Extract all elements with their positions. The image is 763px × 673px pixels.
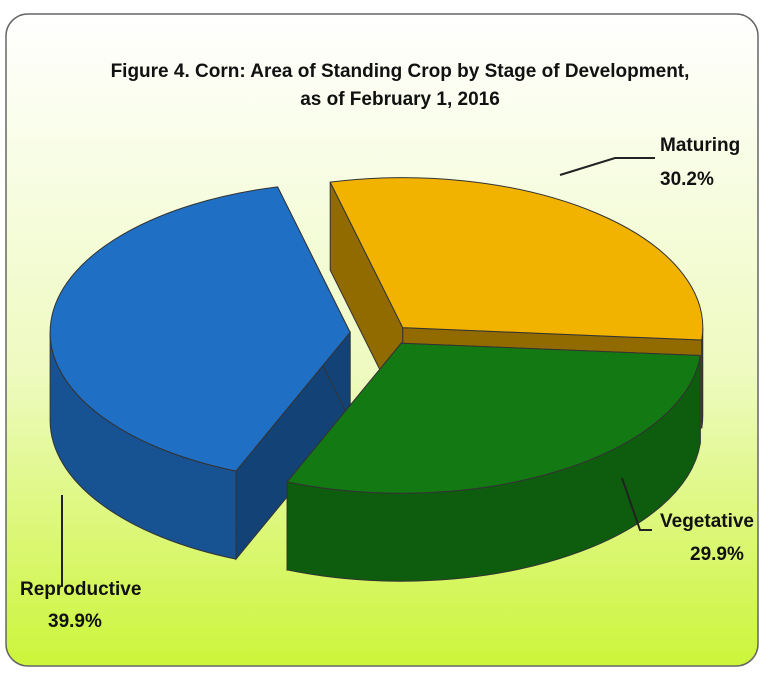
chart-title: as of February 1, 2016 <box>300 89 500 110</box>
leader-line <box>559 157 655 176</box>
data-label: Reproductive <box>20 579 141 600</box>
data-label: Maturing <box>660 135 740 156</box>
data-label: 29.9% <box>690 544 744 565</box>
data-label: 39.9% <box>48 611 102 632</box>
slice-wall <box>701 327 704 429</box>
slice <box>49 186 351 472</box>
slice <box>286 342 701 494</box>
data-label: Vegetative <box>660 511 754 532</box>
chart-title: Figure 4. Corn: Area of Standing Crop by… <box>111 61 690 82</box>
leader-line <box>621 477 652 531</box>
pie <box>49 177 704 582</box>
data-label: 30.2% <box>660 169 714 190</box>
slice <box>329 177 704 341</box>
